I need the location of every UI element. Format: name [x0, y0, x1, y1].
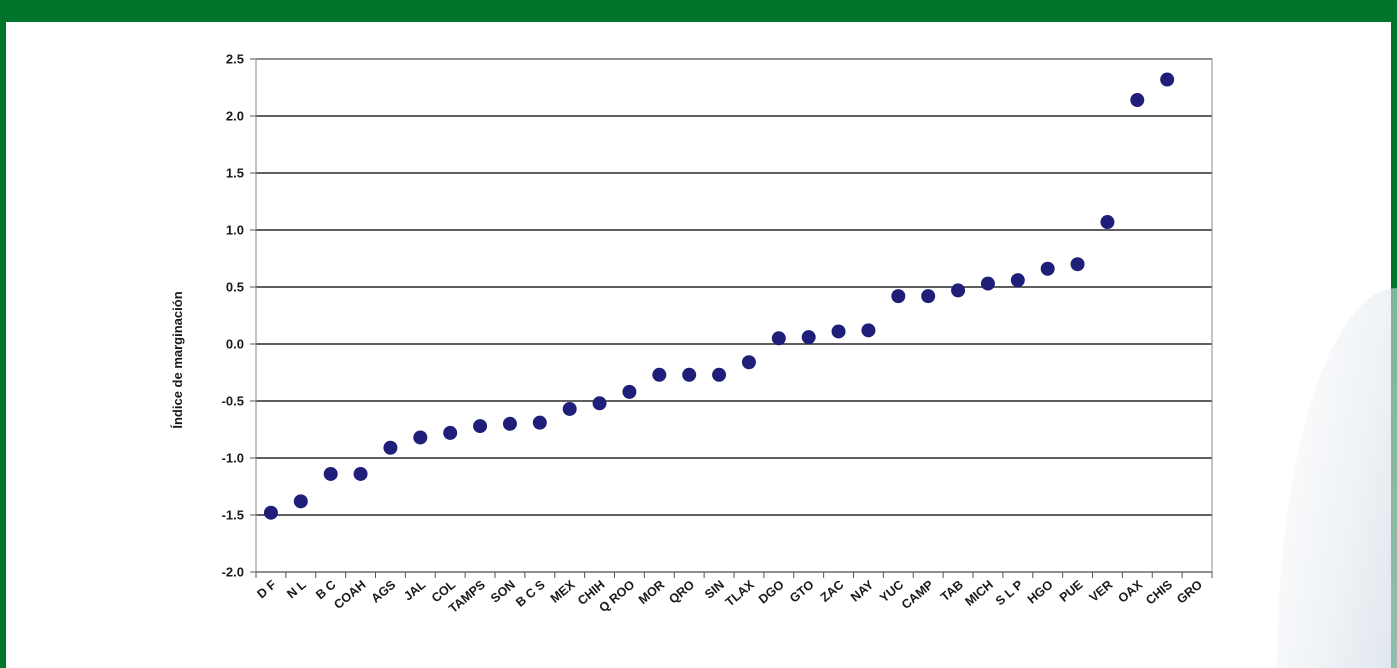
x-tick-label: HGO [1025, 577, 1056, 606]
x-tick-label: B C S [513, 578, 548, 610]
x-tick-label: PUE [1057, 578, 1086, 605]
x-tick-label: CAMP [899, 578, 936, 612]
data-point [263, 505, 278, 520]
y-axis-label: Índice de marginación [170, 291, 185, 428]
data-point [951, 283, 966, 298]
x-tick-label: JAL [401, 577, 428, 603]
x-tick-label: SON [488, 578, 518, 606]
data-point [622, 384, 637, 399]
y-tick-label: 0.5 [226, 280, 244, 295]
data-point [980, 276, 995, 291]
data-point [1160, 72, 1175, 87]
data-point [831, 324, 846, 339]
x-tick-label: TLAX [723, 577, 758, 609]
x-tick-label: COAH [331, 578, 368, 612]
y-tick-label: 2.5 [226, 52, 244, 67]
x-tick-label: CHIS [1143, 578, 1175, 608]
x-tick-label: MOR [636, 578, 667, 607]
data-point [1010, 273, 1025, 288]
x-tick-label: OAX [1115, 577, 1145, 606]
data-point [771, 331, 786, 346]
data-point [1070, 257, 1085, 272]
data-point [293, 494, 308, 509]
x-tick-label: DGO [756, 577, 787, 606]
x-tick-label: AGS [369, 578, 399, 606]
data-point [532, 415, 547, 430]
y-tick-label: -2.0 [222, 565, 244, 580]
data-point [383, 440, 398, 455]
data-point [592, 396, 607, 411]
y-tick-label: -1.5 [222, 508, 244, 523]
x-tick-label: QRO [666, 577, 697, 606]
data-point [443, 425, 458, 440]
data-point [473, 419, 488, 434]
x-tick-label: TAB [938, 578, 966, 605]
x-tick-label: D F [254, 577, 279, 601]
data-point [921, 289, 936, 304]
x-tick-label: VER [1087, 578, 1116, 605]
data-point [652, 367, 667, 382]
x-tick-label: S L P [993, 578, 1026, 609]
data-point [1130, 93, 1145, 108]
y-tick-label: -1.0 [222, 451, 244, 466]
x-tick-label: GRO [1174, 577, 1205, 606]
data-point [413, 430, 428, 445]
data-point [1100, 215, 1115, 230]
data-points [263, 72, 1175, 520]
data-point [861, 323, 876, 338]
x-tick-label: MICH [962, 578, 995, 609]
y-axis-ticks: 2.5 2.0 1.5 1.0 0.5 0.0 -0.5 -1.0 -1.5 -2.0 [222, 52, 256, 580]
y-tick-label: 1.0 [226, 223, 244, 238]
x-tick-label: NAY [848, 577, 877, 604]
data-point [562, 401, 577, 416]
plot-area-border [255, 58, 1213, 573]
y-tick-label: 0.0 [226, 337, 244, 352]
x-tick-label: GTO [787, 577, 817, 605]
gridlines [256, 58, 1212, 573]
data-point [323, 466, 338, 481]
y-tick-label: 2.0 [226, 109, 244, 124]
data-point [682, 367, 697, 382]
data-point [741, 355, 756, 370]
y-tick-label: 1.5 [226, 166, 244, 181]
data-point [801, 330, 816, 345]
x-tick-label: MEX [548, 577, 578, 606]
data-point [1040, 261, 1055, 276]
data-point [891, 289, 906, 304]
x-tick-label: ZAC [818, 578, 847, 605]
y-tick-label: -0.5 [222, 394, 244, 409]
data-point [712, 367, 727, 382]
data-point [502, 416, 517, 431]
data-point [353, 466, 368, 481]
x-tick-label: N L [284, 577, 309, 601]
